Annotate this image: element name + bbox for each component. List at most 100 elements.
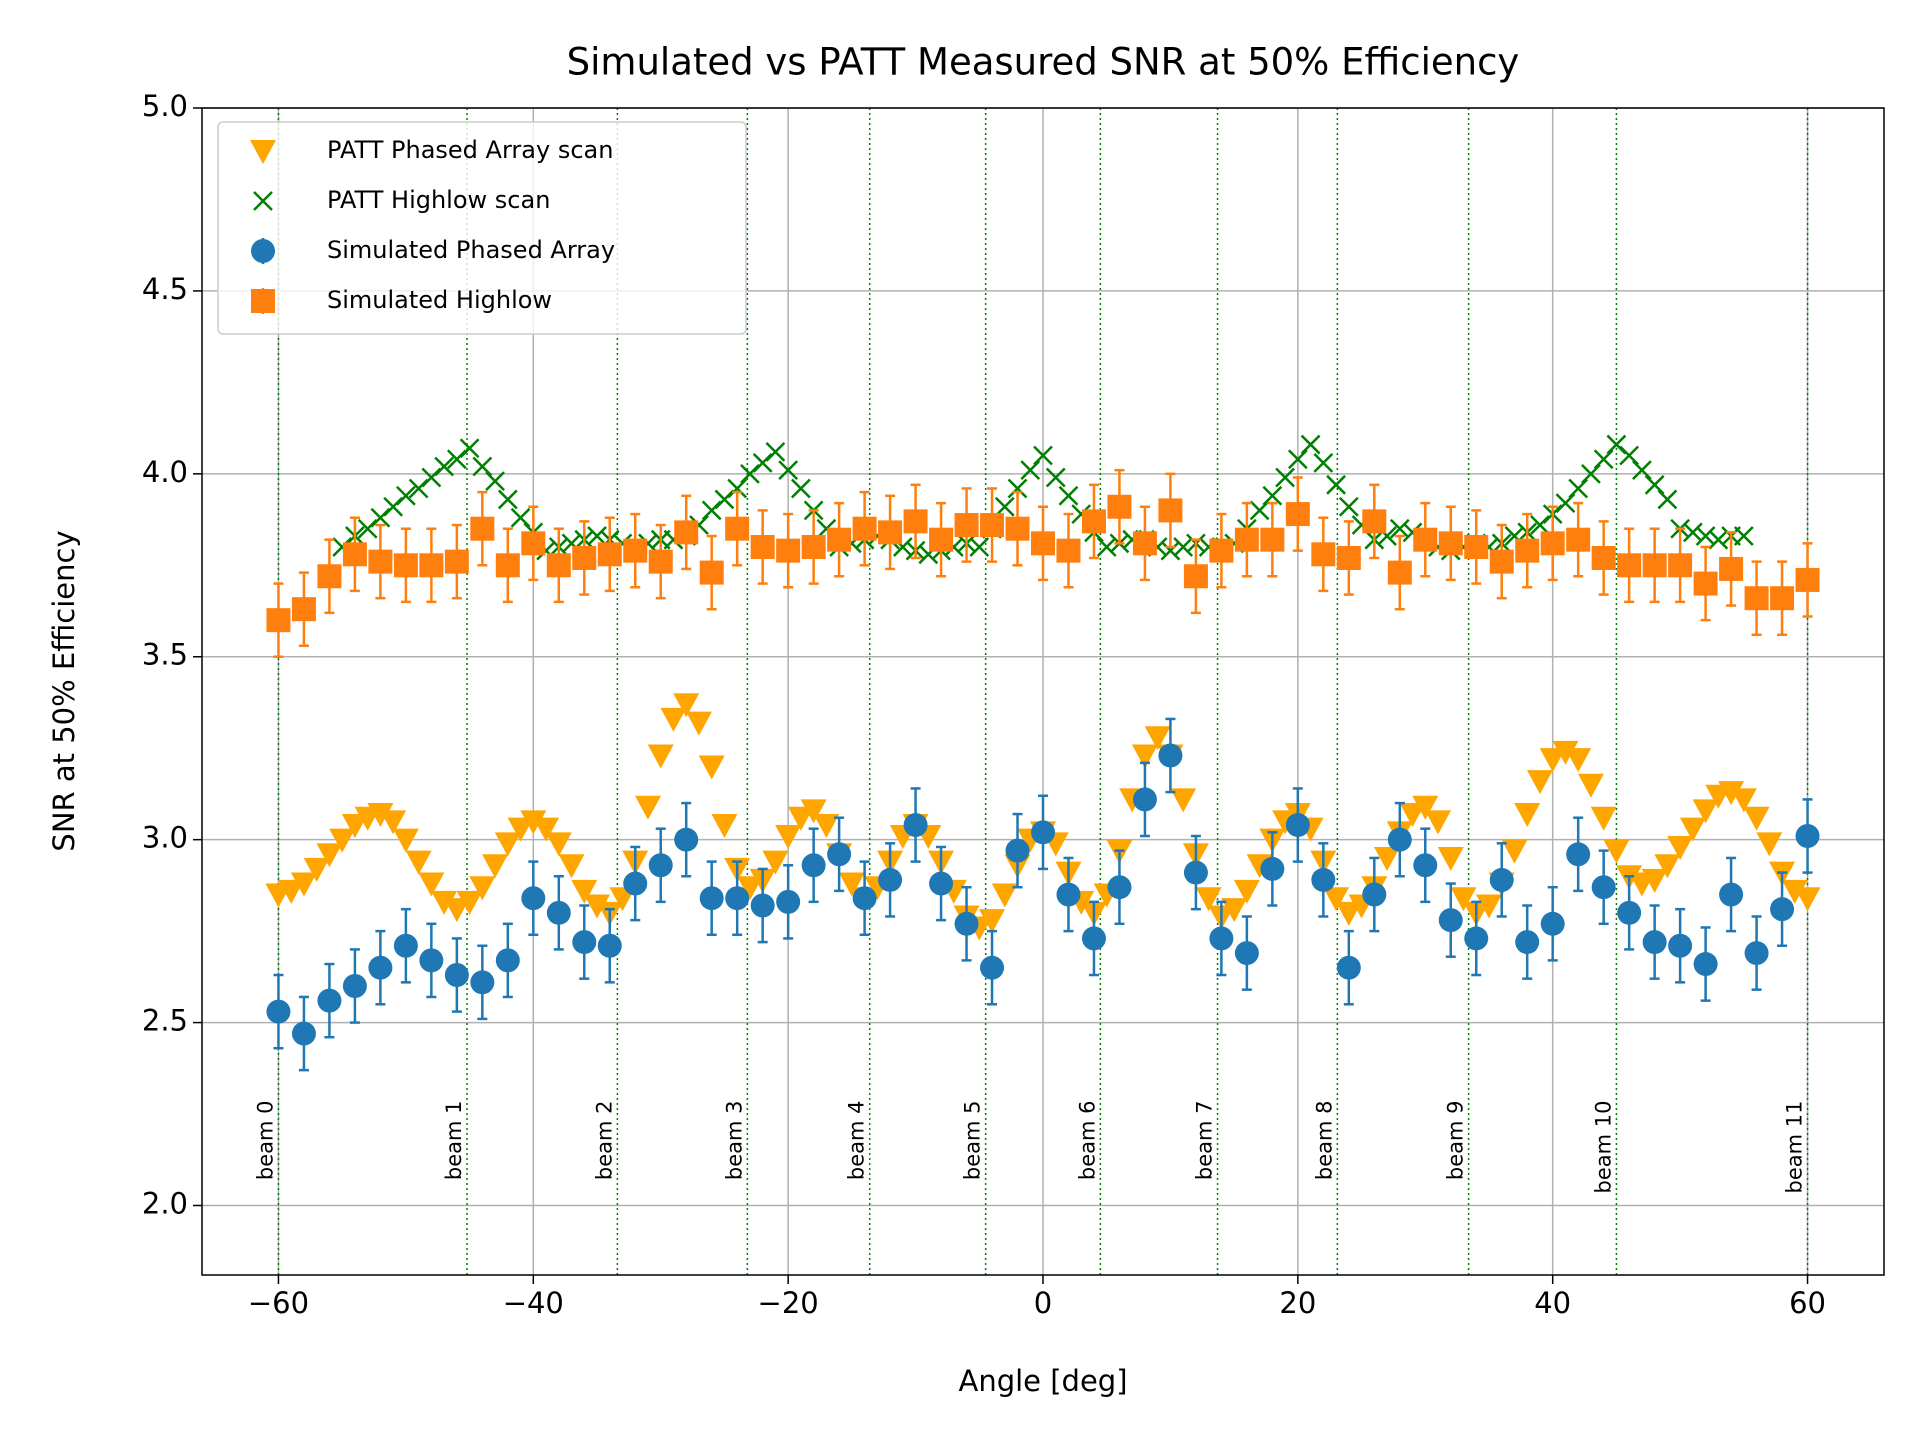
- triangle-marker: [1577, 773, 1604, 798]
- square-marker: [1031, 531, 1055, 556]
- y-tick-label: 4.0: [142, 455, 188, 489]
- square-marker: [1540, 531, 1565, 556]
- square-marker: [1617, 553, 1642, 578]
- circle-marker: [1515, 930, 1540, 955]
- x-marker: [485, 471, 505, 492]
- circle-marker: [776, 889, 801, 914]
- triangle-marker: [1641, 868, 1668, 893]
- triangle-marker: [1603, 839, 1630, 864]
- circle-marker: [1005, 838, 1030, 863]
- x-tick-label: −60: [248, 1286, 309, 1320]
- x-stroke: [1682, 522, 1703, 543]
- x-stroke: [1071, 504, 1092, 524]
- x-stroke: [816, 518, 837, 539]
- x-stroke: [497, 489, 518, 510]
- circle-marker: [1132, 787, 1157, 812]
- x-marker: [459, 438, 480, 459]
- x-marker: [587, 526, 607, 546]
- square-marker: [878, 520, 903, 545]
- circle-marker: [954, 911, 979, 936]
- square-marker: [1209, 538, 1234, 563]
- x-marker: [1657, 489, 1678, 510]
- y-tick-label: 4.5: [142, 272, 188, 306]
- square-marker: [801, 534, 826, 559]
- circle-marker: [903, 813, 928, 838]
- legend-box: [217, 121, 747, 335]
- x-stroke: [536, 540, 556, 561]
- x-tick-label: −40: [503, 1286, 564, 1320]
- circle-marker: [1158, 743, 1183, 768]
- circle-marker: [648, 853, 673, 878]
- x-marker: [1644, 474, 1665, 495]
- circle-marker: [1489, 867, 1514, 892]
- circle-marker: [623, 871, 648, 896]
- x-stroke: [1262, 485, 1283, 506]
- triangle-marker: [647, 744, 674, 769]
- triangle-marker: [329, 828, 356, 853]
- circle-marker: [1591, 875, 1616, 900]
- circle-marker: [1056, 882, 1081, 907]
- x-stroke: [1377, 526, 1397, 546]
- x-tick-label: −20: [758, 1286, 819, 1320]
- triangle-marker: [494, 832, 521, 857]
- square-marker: [1311, 542, 1336, 567]
- circle-marker: [801, 853, 826, 878]
- square-marker: [1005, 516, 1030, 541]
- legend-label: Simulated Highlow: [327, 286, 552, 314]
- x-stroke: [892, 537, 913, 557]
- x-stroke: [485, 471, 505, 492]
- square-marker: [1158, 498, 1183, 523]
- x-stroke: [1504, 526, 1525, 546]
- square-marker: [852, 516, 877, 541]
- triangle-marker: [1539, 748, 1566, 773]
- triangle-marker: [685, 711, 712, 736]
- circle-marker: [725, 886, 750, 911]
- x-stroke: [1249, 500, 1270, 521]
- beam-label: beam 10: [1591, 1100, 1615, 1193]
- x-stroke: [778, 460, 799, 481]
- square-marker: [1438, 531, 1463, 556]
- x-stroke: [791, 478, 811, 499]
- square-marker: [1693, 571, 1718, 596]
- x-marker: [510, 507, 531, 528]
- square-marker: [1515, 538, 1540, 563]
- triangle-marker: [838, 872, 865, 897]
- x-stroke: [1606, 434, 1627, 455]
- y-tick-label: 3.0: [142, 821, 188, 855]
- series: [266, 717, 1820, 1072]
- x-stroke: [1287, 449, 1308, 470]
- square-marker: [572, 545, 597, 570]
- square-marker: [291, 597, 316, 622]
- square-marker: [1362, 509, 1387, 534]
- square-marker: [1566, 527, 1591, 552]
- x-marker: [1160, 540, 1181, 561]
- x-marker: [778, 460, 799, 481]
- triangle-marker: [1437, 846, 1464, 871]
- square-marker: [419, 553, 444, 578]
- square-marker: [1056, 538, 1081, 563]
- x-stroke: [1160, 540, 1181, 561]
- x-marker: [1020, 460, 1041, 481]
- y-tick-label: 3.5: [142, 638, 188, 672]
- circle-marker: [1031, 820, 1055, 845]
- square-marker: [827, 527, 852, 552]
- beam-label: beam 6: [1075, 1100, 1099, 1180]
- triangle-marker: [1374, 846, 1401, 871]
- x-stroke: [1096, 537, 1117, 557]
- square-marker: [1668, 553, 1693, 578]
- x-marker: [1275, 467, 1295, 488]
- triangle-marker: [1399, 803, 1426, 828]
- circle-marker: [266, 999, 291, 1024]
- triangle-marker: [1170, 788, 1197, 813]
- square-marker: [929, 527, 954, 552]
- x-stroke: [253, 191, 273, 211]
- triangle-marker: [1514, 803, 1541, 828]
- x-marker: [1287, 449, 1308, 470]
- x-marker: [472, 456, 493, 477]
- x-stroke: [1045, 467, 1066, 488]
- square-marker: [954, 513, 979, 538]
- x-marker: [1708, 529, 1729, 550]
- beam-label: beam 5: [961, 1100, 985, 1180]
- square-marker: [1413, 527, 1438, 552]
- triangle-marker: [456, 890, 483, 915]
